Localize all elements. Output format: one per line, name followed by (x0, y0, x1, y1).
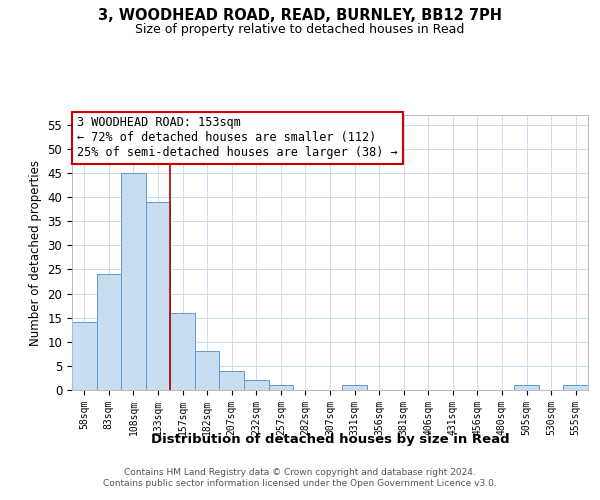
Bar (244, 380, 269, 390)
Bar (563, 385, 588, 390)
Bar (97, 274, 121, 390)
Bar (195, 352, 220, 390)
Bar (342, 385, 367, 390)
Text: Contains HM Land Registry data © Crown copyright and database right 2024.
Contai: Contains HM Land Registry data © Crown c… (103, 468, 497, 487)
Bar (269, 385, 293, 390)
Bar (72, 322, 97, 390)
Text: Distribution of detached houses by size in Read: Distribution of detached houses by size … (151, 432, 509, 446)
Text: 3, WOODHEAD ROAD, READ, BURNLEY, BB12 7PH: 3, WOODHEAD ROAD, READ, BURNLEY, BB12 7P… (98, 8, 502, 22)
Bar (220, 370, 244, 390)
Bar (121, 173, 146, 390)
Bar (146, 202, 170, 390)
Bar (170, 313, 195, 390)
Y-axis label: Number of detached properties: Number of detached properties (29, 160, 42, 346)
Text: 3 WOODHEAD ROAD: 153sqm
← 72% of detached houses are smaller (112)
25% of semi-d: 3 WOODHEAD ROAD: 153sqm ← 72% of detache… (77, 116, 398, 160)
Bar (514, 385, 539, 390)
Text: Size of property relative to detached houses in Read: Size of property relative to detached ho… (136, 22, 464, 36)
